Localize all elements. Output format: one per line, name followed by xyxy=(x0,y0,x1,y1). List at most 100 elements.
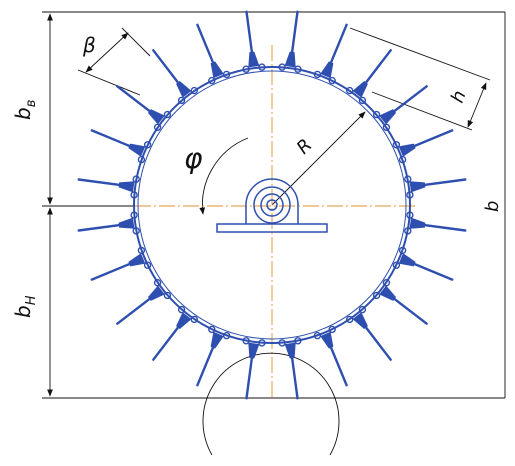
tooth-bolt xyxy=(328,76,336,85)
tooth-bolt xyxy=(177,305,186,314)
tooth-pick xyxy=(327,23,348,70)
label-b-top: bв xyxy=(11,100,39,120)
drum-rim-outer xyxy=(133,66,411,344)
tooth-pick xyxy=(327,340,348,387)
label-b-bottom: bН xyxy=(11,295,39,318)
tooth-pick xyxy=(417,223,467,232)
label-b-right: b xyxy=(482,201,503,212)
tooth-bolt xyxy=(137,155,146,164)
drum-tooth xyxy=(90,246,152,281)
drum-tooth xyxy=(278,10,302,73)
label-beta: β xyxy=(82,33,96,57)
tooth-bolt xyxy=(328,325,336,334)
bearing-base xyxy=(216,223,328,233)
tooth-bolt xyxy=(398,155,407,164)
beta-extension-2 xyxy=(121,27,151,57)
tooth-pick xyxy=(77,223,127,232)
tooth-bolt xyxy=(258,63,266,71)
tooth-pick xyxy=(245,10,254,60)
drum-tooth xyxy=(392,129,454,164)
tooth-pick xyxy=(360,321,392,361)
tooth-pick xyxy=(417,178,467,187)
tooth-holder xyxy=(409,217,426,229)
tooth-bolt xyxy=(382,279,391,287)
tooth-bolt xyxy=(153,279,162,287)
tooth-bolt xyxy=(132,227,140,235)
tooth-bolt xyxy=(222,331,231,340)
drum-tooth xyxy=(346,49,392,105)
drum-tooth xyxy=(346,305,392,361)
bearing-body xyxy=(245,178,299,224)
drum-tooth xyxy=(90,129,152,164)
tooth-holder xyxy=(284,342,296,359)
drum-tooth xyxy=(278,337,302,400)
drum-tooth xyxy=(77,211,140,235)
tooth-bolt xyxy=(153,123,162,132)
tooth-bolt xyxy=(372,291,381,300)
tooth-bolt xyxy=(190,315,199,324)
tooth-bolt xyxy=(130,191,138,199)
h-extension-2 xyxy=(371,91,473,131)
tooth-bolt xyxy=(130,211,138,219)
tooth-bolt xyxy=(208,76,216,85)
bearing-ring-middle xyxy=(260,193,284,217)
beta-extension-1 xyxy=(77,69,141,96)
bearing-ring-outer xyxy=(253,186,291,224)
label-h: h xyxy=(447,88,471,106)
tooth-bolt xyxy=(177,96,186,105)
rotation-arrow xyxy=(199,137,249,215)
tooth-pick xyxy=(407,129,454,150)
tooth-bolt xyxy=(358,305,367,314)
tooth-bolt xyxy=(143,261,152,269)
drum-tooth xyxy=(372,85,428,132)
tooth-pick xyxy=(388,293,428,325)
tooth-bolt xyxy=(358,96,367,105)
drum-tooth xyxy=(404,175,467,199)
tooth-pick xyxy=(116,85,156,117)
tooth-bolt xyxy=(242,337,250,345)
drum-tooth xyxy=(196,23,231,85)
label-phi: φ xyxy=(184,142,203,175)
drum-tooth xyxy=(242,337,266,400)
tooth-holder xyxy=(284,51,296,68)
bearing-shaft xyxy=(266,199,278,211)
tooth-bolt xyxy=(163,110,172,119)
drum-tooth xyxy=(404,211,467,235)
tooth-holder xyxy=(248,51,260,68)
tooth-bolt xyxy=(137,246,146,255)
tooth-bolt xyxy=(242,65,250,73)
tooth-bolt xyxy=(143,141,152,149)
tooth-bolt xyxy=(392,261,401,269)
tooth-bolt xyxy=(294,65,302,73)
ground-contact-circle xyxy=(202,352,340,456)
drum-tooth xyxy=(242,10,266,73)
beta-dimension-line xyxy=(85,32,129,73)
drum-tooth xyxy=(313,23,348,85)
tooth-bolt xyxy=(278,339,286,347)
tooth-pick xyxy=(388,85,428,117)
tooth-bolt xyxy=(406,191,414,199)
tooth-bolt xyxy=(294,337,302,345)
reference-lines xyxy=(42,11,505,399)
tooth-bolt xyxy=(404,175,412,183)
drum-tooth xyxy=(313,325,348,387)
drum-tooth xyxy=(152,49,199,105)
tooth-bolt xyxy=(392,141,401,149)
tooth-holder xyxy=(409,181,426,193)
tooth-bolt xyxy=(346,86,354,95)
tooth-pick xyxy=(407,260,454,281)
tooth-holder xyxy=(118,217,135,229)
tooth-bolt xyxy=(313,70,322,79)
tooth-bolt xyxy=(398,246,407,255)
tooth-pick xyxy=(360,49,392,89)
bearing-housing xyxy=(216,178,328,233)
tooth-bolt xyxy=(404,227,412,235)
drum-teeth xyxy=(77,10,467,400)
tooth-bolt xyxy=(163,291,172,300)
tooth-bolt xyxy=(372,110,381,119)
tooth-bolt xyxy=(258,339,266,347)
tooth-pick xyxy=(245,350,254,400)
drum-rim-inner xyxy=(137,70,407,340)
tooth-pick xyxy=(152,321,184,361)
